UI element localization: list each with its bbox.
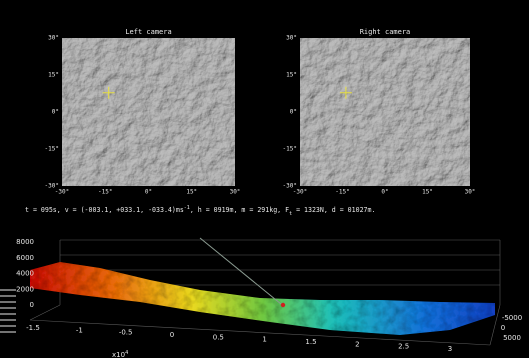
x-tick-label: 15° [422,189,433,196]
x-exponent: x104 [112,350,128,358]
x-tick-label: -0.5 [119,329,133,337]
status-segment: = 1323N, d = 01027m. [292,206,375,214]
camera-image [62,38,235,186]
x-tick-label: 3 [448,345,452,353]
y-tick-label: 30° [286,35,297,42]
status-segment: t = 095s, v = (-003.1, +033.1, -033.4)ms [25,206,184,214]
x-tick-label: 30° [465,189,476,196]
y-tick-label: 0 [501,324,505,332]
z-tick-label: 8000 [16,238,34,246]
trajectory [199,237,282,305]
y-tick-label: 15° [48,72,59,79]
y-tick-label: 0° [290,109,297,116]
terrain-plot: 8000 6000 4000 2000 0 -1.5 -1 -0.5 0 0.5 1 1.5 2 2.5 3… [16,237,522,358]
camera-title: Right camera [360,28,411,36]
camera-image [300,38,470,186]
x-tick-label: -1 [76,326,83,334]
exponent-base: x10 [112,351,125,358]
y-tick-label: -15° [283,146,297,153]
x-tick-label: 0° [145,189,152,196]
camera-title: Left camera [125,28,171,36]
exponent-power: 4 [125,350,128,356]
status-segment: -1 [184,205,190,211]
y-tick-label: 5000 [503,334,521,342]
z-tick-label: 0 [30,301,34,309]
x-tick-label: 30° [230,189,241,196]
status-segment: , h = 0919m, m = 291kg, F [190,206,289,214]
terrain-surface [30,262,495,335]
y-tick-label: 30° [48,35,59,42]
x-tick-label: 0.5 [213,333,224,341]
y-tick-label: -30° [283,183,297,190]
y-tick-label: 0° [52,109,59,116]
y-tick-label: 15° [286,72,297,79]
y-tick-label: -15° [45,146,59,153]
x-tick-label: -30° [55,189,69,196]
x-tick-label: 15° [186,189,197,196]
z-tick-label: 6000 [16,254,34,262]
x-tick-label: 2 [355,340,359,348]
y-tick-label: -30° [45,183,59,190]
x-tick-label: -1.5 [26,324,40,332]
x-tick-label: 1 [262,336,266,344]
lander-marker [280,302,286,308]
x-tick-label: -15° [335,189,349,196]
x-tick-label: -30° [293,189,307,196]
z-tick-label: 4000 [16,270,34,278]
x-tick-label: -15° [98,189,112,196]
x-tick-label: 0° [381,189,388,196]
x-tick-label: 1.5 [305,338,316,346]
status-line: t = 095s, v = (-003.1, +033.1, -033.4)ms… [25,205,375,217]
y-tick-label: -5000 [502,314,522,322]
x-tick-label: 2.5 [398,343,409,351]
z-tick-label: 2000 [16,285,34,293]
x-tick-label: 0 [170,331,174,339]
side-stripes [0,289,16,333]
status-segment: t [289,211,292,217]
